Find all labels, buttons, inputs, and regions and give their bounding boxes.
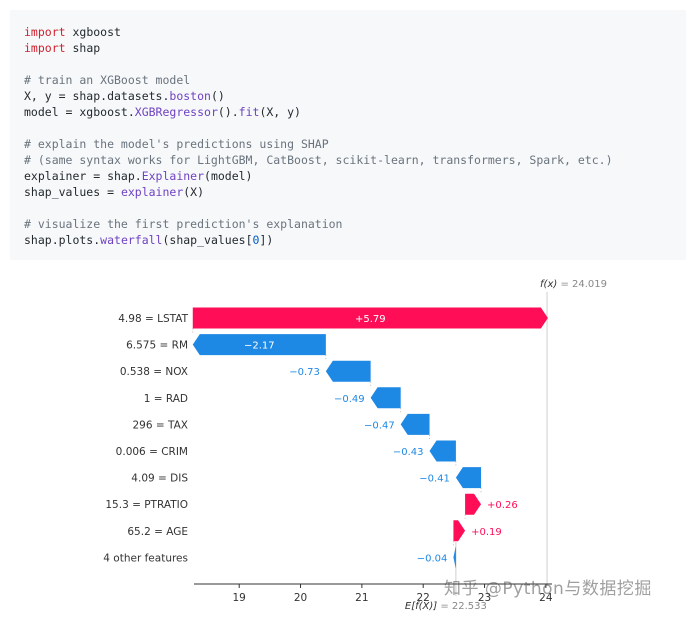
feature-label: 4.09 = DIS [131, 473, 188, 485]
x-tick-label: 19 [233, 592, 246, 604]
watermark: 知乎 @Python与数据挖掘 [444, 579, 652, 599]
x-tick-label: 20 [294, 592, 307, 604]
shap-waterfall-chart: +5.79 4.98 = LSTAT −2.17 6.575 = RM −0.73 0.5… [103, 279, 607, 612]
code-token: 0 [252, 233, 260, 247]
code-line: shap_values = explainer(X) [24, 184, 672, 200]
code-token: explainer [120, 185, 184, 199]
waterfall-bar [455, 467, 482, 489]
feature-label: 15.3 = PTRATIO [105, 499, 188, 511]
bar-value-label: +0.26 [487, 500, 518, 511]
code-token: # train an XGBoost model [24, 73, 191, 87]
code-token: xgboost [65, 25, 121, 39]
code-line: # (same syntax works for LightGBM, CatBo… [24, 152, 672, 168]
code-token: model = xgboost. [24, 105, 135, 119]
code-token: # (same syntax works for LightGBM, CatBo… [24, 153, 613, 167]
bar-value-label: −0.04 [417, 553, 448, 564]
code-token: ]) [259, 233, 274, 247]
code-token: (model) [204, 169, 253, 183]
x-tick-label: 23 [478, 592, 491, 604]
code-token: waterfall [100, 233, 163, 247]
code-token: (X, y) [259, 105, 301, 119]
bar-value-label: −0.73 [289, 367, 320, 378]
code-line: # train an XGBoost model [24, 72, 672, 88]
code-line: # visualize the first prediction's expla… [24, 216, 672, 232]
code-token: (X) [183, 185, 205, 199]
x-tick-label: 24 [539, 592, 553, 604]
code-token: XGBRegressor [134, 105, 218, 119]
code-token: shap.plots. [24, 233, 101, 247]
code-block: import xgboost import shap # train an XGBo… [10, 10, 686, 260]
x-tick-label: 22 [417, 592, 430, 604]
fx-label-name: f(x) [540, 279, 557, 290]
fx-label-value: = 24.019 [557, 279, 607, 290]
waterfall-bar [192, 307, 548, 329]
code-token: shap_values = [24, 185, 121, 199]
bar-value-label: −0.41 [419, 474, 450, 485]
code-line: import xgboost [24, 24, 672, 40]
code-token: import [24, 25, 66, 39]
x-tick-label: 21 [355, 592, 368, 604]
code-token: X, y = shap.datasets. [24, 89, 170, 103]
waterfall-bar [192, 334, 326, 356]
code-token: shap [65, 41, 101, 55]
code-token: Explainer [141, 169, 205, 183]
feature-label: 0.006 = CRIM [116, 446, 188, 458]
feature-label: 1 = RAD [144, 393, 188, 405]
bar-value-label: −0.49 [334, 394, 365, 405]
code-line: model = xgboost.XGBRegressor().fit(X, y) [24, 104, 672, 120]
code-token: fit [238, 105, 260, 119]
waterfall-bar [453, 520, 466, 542]
feature-label: 296 = TAX [133, 419, 189, 431]
code-token: # visualize the first prediction's expla… [24, 217, 343, 231]
code-line [24, 120, 672, 136]
base-label-name: E[f(X)] [405, 601, 437, 612]
bar-value-label: −2.17 [244, 341, 275, 352]
waterfall-bar [429, 440, 456, 462]
code-token: boston [169, 89, 211, 103]
bar-value-label: +5.79 [355, 314, 386, 325]
code-line: import shap [24, 40, 672, 56]
bar-value-label: −0.47 [364, 420, 395, 431]
waterfall-bar [325, 360, 371, 382]
bar-value-label: −0.43 [393, 447, 424, 458]
code-line: explainer = shap.Explainer(model) [24, 168, 672, 184]
code-token: # explain the model's predictions using … [24, 137, 329, 151]
base-value-label: E[f(X)] = 22.533 [405, 601, 487, 612]
waterfall-bar [465, 493, 482, 515]
base-label-value: = 22.533 [437, 601, 487, 612]
code-line [24, 200, 672, 216]
waterfall-bar [370, 387, 401, 409]
waterfall-bar [453, 546, 456, 568]
code-token: explainer = shap. [24, 169, 142, 183]
code-line [24, 56, 672, 72]
code-line: # explain the model's predictions using … [24, 136, 672, 152]
code-token: import [24, 41, 66, 55]
code-token: (). [217, 105, 239, 119]
feature-label: 4 other features [103, 552, 188, 564]
feature-label: 65.2 = AGE [127, 526, 188, 538]
feature-label: 4.98 = LSTAT [118, 313, 188, 325]
waterfall-bar [400, 413, 430, 435]
bar-value-label: +0.19 [471, 527, 502, 538]
code-token: () [210, 89, 225, 103]
feature-label: 6.575 = RM [126, 340, 188, 352]
code-line: shap.plots.waterfall(shap_values[0]) [24, 232, 672, 248]
fx-label: f(x) = 24.019 [540, 279, 607, 290]
code-token: (shap_values[ [162, 233, 253, 247]
feature-label: 0.538 = NOX [120, 366, 188, 378]
code-line: X, y = shap.datasets.boston() [24, 88, 672, 104]
